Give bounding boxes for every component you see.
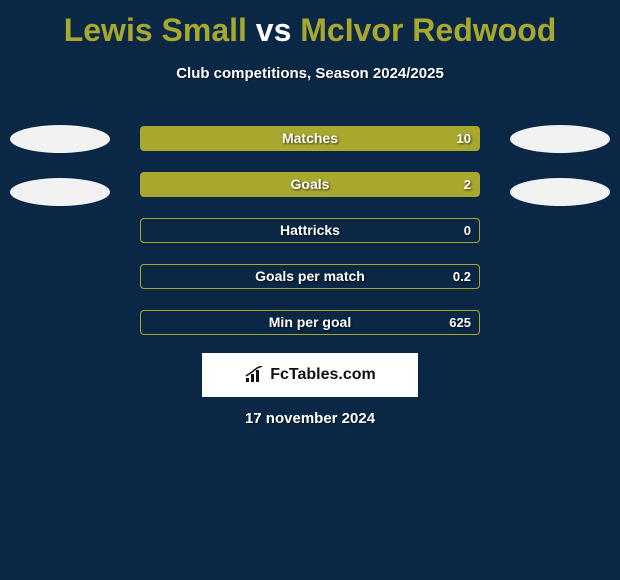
subtitle: Club competitions, Season 2024/2025 [0,65,620,82]
stat-label: Matches [141,127,479,150]
stat-value-right: 10 [457,127,471,150]
stat-value-right: 2 [464,173,471,196]
stat-row: Goals2 [140,172,480,197]
stat-value-right: 625 [449,311,471,334]
brand-box[interactable]: FcTables.com [202,353,418,397]
stat-value-right: 0.2 [453,265,471,288]
stat-label: Goals [141,173,479,196]
page-title: Lewis Small vs McIvor Redwood [0,0,620,49]
vs-text: vs [256,12,292,48]
player1-name: Lewis Small [64,12,247,48]
player2-name: McIvor Redwood [300,12,556,48]
stat-row: Min per goal625 [140,310,480,335]
stat-label: Hattricks [141,219,479,242]
stats-bars: Matches10 Goals2 Hattricks0 Goals per match… [140,126,480,356]
stat-label: Min per goal [141,311,479,334]
date-text: 17 november 2024 [0,410,620,427]
avatar-player1-row2 [10,178,110,206]
brand-text: FcTables.com [270,366,376,384]
stat-row: Hattricks0 [140,218,480,243]
chart-icon [244,366,266,384]
stat-label: Goals per match [141,265,479,288]
stat-row: Goals per match0.2 [140,264,480,289]
stat-value-right: 0 [464,219,471,242]
avatar-player2-row2 [510,178,610,206]
avatar-player1-row1 [10,125,110,153]
avatar-player2-row1 [510,125,610,153]
stat-row: Matches10 [140,126,480,151]
